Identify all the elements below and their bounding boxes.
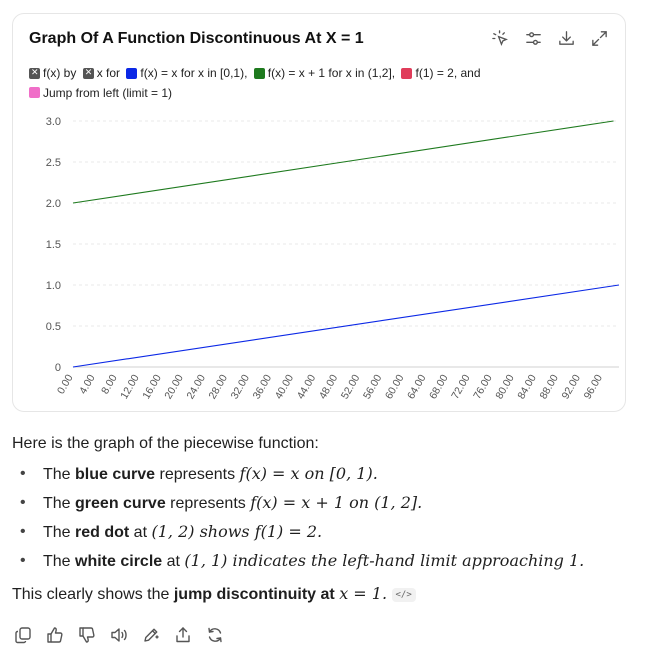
outro-math: x = 1. [339, 584, 388, 603]
x-tick-label: 8.00 [99, 372, 120, 396]
x-tick-label: 80.00 [493, 372, 517, 401]
legend-swatch-5 [29, 87, 40, 98]
x-tick-label: 24.00 [184, 372, 208, 401]
x-tick-label: 88.00 [537, 372, 561, 401]
bullet-list: The blue curve represents f(x) = x on [0… [12, 462, 632, 574]
bullet-bold: red dot [75, 524, 130, 541]
regenerate-icon[interactable] [205, 625, 225, 645]
legend-item-jump[interactable]: Jump from left (limit = 1) [29, 84, 172, 102]
y-tick-label: 1.0 [46, 280, 61, 292]
bullet-math: (1, 2) shows f(1) = 2. [151, 522, 323, 541]
x-tick-label: 16.00 [140, 372, 164, 401]
download-icon[interactable] [557, 29, 576, 48]
legend-swatch-2 [126, 67, 138, 79]
line-chart: 0 0.5 1.0 1.5 2.0 2.5 3.0 0.00 4.00 8.0012.0016.0… [46, 116, 620, 401]
legend-label: f(x) = x + 1 for x in (1,2], [267, 66, 396, 80]
legend-item-blue-series[interactable]: f(x) = x for x in [0,1), [126, 64, 247, 82]
chart-card: Graph Of A Function Discontinuous At X =… [12, 13, 626, 412]
x-tick-label: 12.00 [118, 372, 142, 401]
thumbs-up-icon[interactable] [45, 625, 65, 645]
bullet-bold: blue curve [75, 466, 156, 483]
x-tick-label: 20.00 [162, 372, 186, 401]
read-aloud-icon[interactable] [109, 625, 129, 645]
settings-sliders-icon[interactable] [524, 29, 543, 48]
y-tick-label: 1.5 [46, 239, 61, 251]
chart-legend: f(x) by x for f(x) = x for x in [0,1), f… [29, 64, 529, 103]
y-tick-label: 2.0 [46, 198, 61, 210]
x-tick-label: 60.00 [383, 372, 407, 401]
edit-icon[interactable] [141, 625, 161, 645]
code-chip[interactable]: </> [391, 587, 416, 602]
bullet-math: f(x) = x + 1 on (1, 2]. [250, 493, 423, 512]
x-tick-label: 96.00 [582, 372, 606, 401]
message-actions [13, 625, 225, 645]
bullet-white: The white circle at (1, 1) indicates the… [12, 549, 632, 574]
chart-toolbar [491, 29, 609, 48]
y-tick-label: 0 [55, 362, 61, 374]
bullet-math: f(x) = x on [0, 1). [239, 464, 378, 483]
share-icon[interactable] [173, 625, 193, 645]
legend-swatch-1 [82, 65, 94, 79]
outro-bold: jump discontinuity at [173, 586, 340, 603]
series-line-blue [72, 284, 620, 368]
legend-item-green-series[interactable]: f(x) = x + 1 for x in (1,2], [253, 64, 396, 82]
x-tick-label: 0.00 [55, 372, 76, 396]
x-tick-label: 84.00 [515, 372, 539, 401]
expand-icon[interactable] [590, 29, 609, 48]
y-tick-label: 0.5 [46, 321, 61, 333]
bullet-bold: white circle [75, 553, 163, 570]
x-tick-label: 28.00 [206, 372, 230, 401]
x-tick-label: 76.00 [471, 372, 495, 401]
legend-label: f(x) by [43, 66, 77, 80]
legend-swatch-3 [253, 67, 265, 79]
bullet-pre: The [43, 524, 76, 541]
x-tick-label: 64.00 [405, 372, 429, 401]
x-tick-label: 92.00 [559, 372, 583, 401]
outro-text: This clearly shows the jump discontinuit… [12, 582, 632, 607]
legend-label: Jump from left (limit = 1) [43, 85, 173, 100]
thumbs-down-icon[interactable] [77, 625, 97, 645]
legend-label: f(1) = 2, and [415, 66, 481, 80]
bullet-green: The green curve represents f(x) = x + 1 … [12, 491, 632, 516]
bullet-blue: The blue curve represents f(x) = x on [0… [12, 462, 632, 487]
x-tick-label: 52.00 [339, 372, 363, 401]
x-tick-label: 4.00 [77, 372, 98, 396]
x-tick-label: 36.00 [251, 372, 275, 401]
outro-pre: This clearly shows the [12, 586, 174, 603]
select-icon[interactable] [491, 29, 510, 48]
intro-text: Here is the graph of the piecewise funct… [12, 435, 319, 452]
y-tick-label: 3.0 [46, 116, 61, 128]
chart-title: Graph Of A Function Discontinuous At X =… [29, 30, 364, 47]
legend-label: f(x) = x for x in [0,1), [140, 66, 248, 80]
legend-item-fx-by[interactable]: f(x) by [29, 64, 76, 82]
bullet-math: (1, 1) indicates the left-hand limit app… [184, 551, 585, 570]
bullet-bold: green curve [75, 495, 166, 512]
x-tick-label: 32.00 [229, 372, 253, 401]
bullet-post: represents [165, 495, 251, 512]
response-text: Here is the graph of the piecewise funct… [12, 432, 632, 607]
copy-icon[interactable] [13, 625, 33, 645]
bullet-pre: The [43, 553, 76, 570]
bullet-pre: The [43, 495, 76, 512]
legend-swatch-4 [401, 67, 413, 79]
bullet-post: at [129, 524, 152, 541]
x-tick-label: 40.00 [273, 372, 297, 401]
legend-item-x-for[interactable]: x for [82, 64, 121, 82]
bullet-pre: The [43, 466, 76, 483]
x-tick-label: 56.00 [361, 372, 385, 401]
x-tick-label: 48.00 [317, 372, 341, 401]
x-tick-label: 72.00 [449, 372, 473, 401]
y-tick-label: 2.5 [46, 157, 61, 169]
x-tick-label: 68.00 [427, 372, 451, 401]
bullet-red: The red dot at (1, 2) shows f(1) = 2. [12, 520, 632, 545]
legend-item-red-dot[interactable]: f(1) = 2, and [401, 64, 481, 82]
bullet-post: at [162, 553, 185, 570]
legend-swatch-0 [29, 65, 40, 79]
legend-label: x for [96, 66, 121, 80]
series-line-green [72, 120, 614, 204]
bullet-post: represents [155, 466, 240, 483]
x-tick-label: 44.00 [295, 372, 319, 401]
